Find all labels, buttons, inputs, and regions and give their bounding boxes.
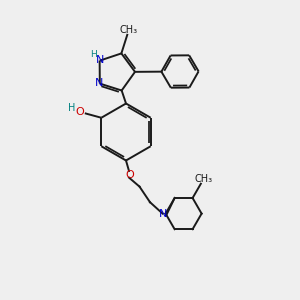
Text: H: H: [90, 50, 96, 58]
Text: O: O: [125, 170, 134, 180]
Text: O: O: [75, 107, 84, 117]
Text: H: H: [68, 103, 76, 113]
Text: CH₃: CH₃: [195, 173, 213, 184]
Text: N: N: [96, 55, 104, 65]
Text: CH₃: CH₃: [120, 25, 138, 35]
Text: N: N: [159, 208, 167, 219]
Text: N: N: [94, 78, 103, 88]
